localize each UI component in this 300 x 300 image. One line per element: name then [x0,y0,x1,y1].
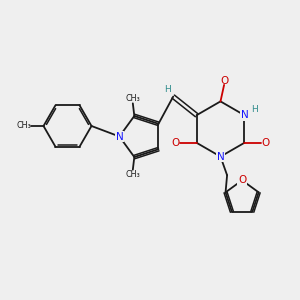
Text: CH₃: CH₃ [125,94,140,103]
Text: O: O [220,76,228,86]
Text: N: N [217,152,224,162]
Text: N: N [241,110,248,120]
Text: O: O [238,175,246,185]
Text: CH₃: CH₃ [16,122,32,130]
Text: O: O [261,138,269,148]
Text: H: H [164,85,171,94]
Text: CH₃: CH₃ [125,170,140,179]
Text: H: H [250,105,257,114]
Text: O: O [172,138,180,148]
Text: N: N [116,131,123,142]
